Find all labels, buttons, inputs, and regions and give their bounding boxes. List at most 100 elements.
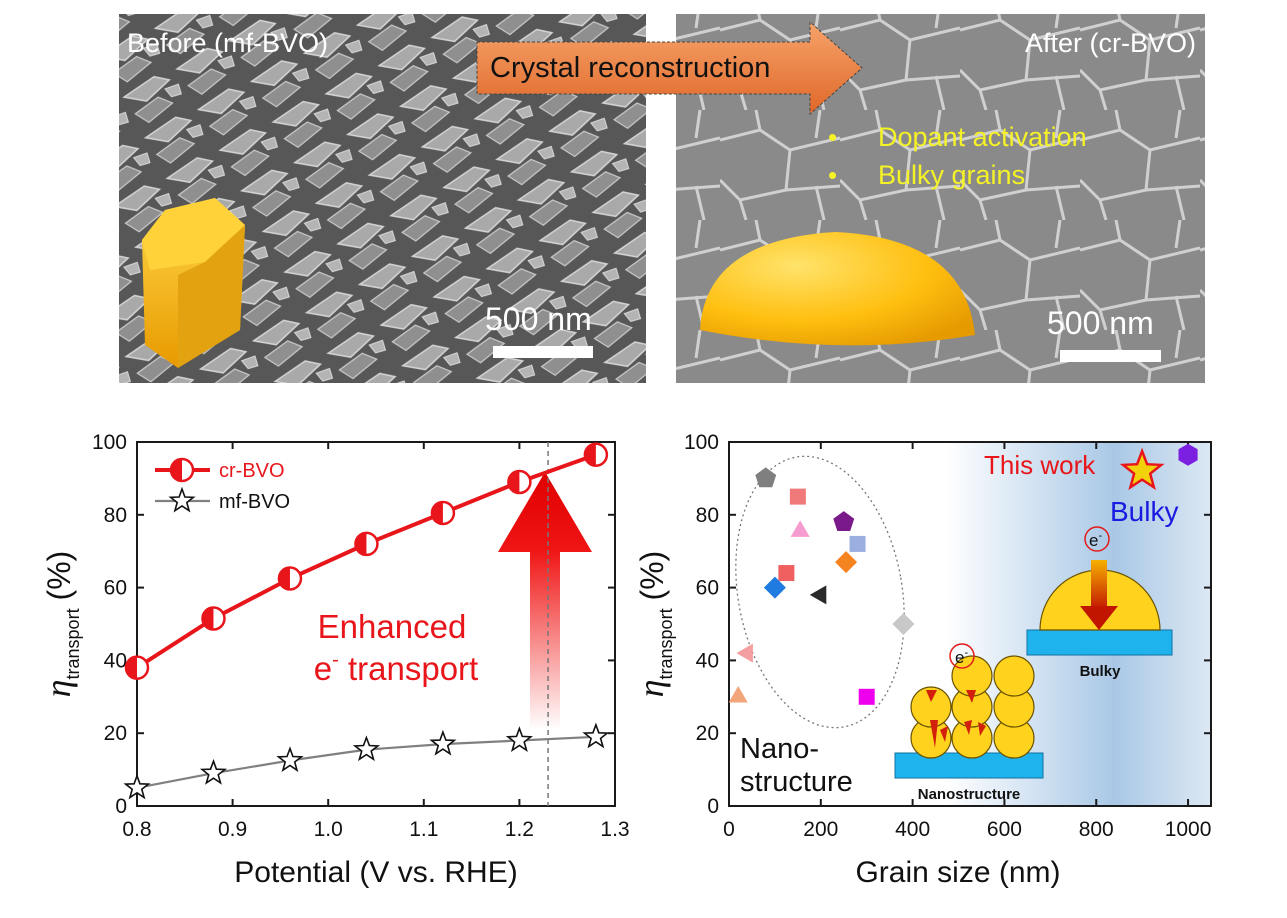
- x-tick-label: 0: [723, 818, 735, 841]
- annotation-transport-word: transport: [339, 650, 478, 687]
- annotation-e: e: [314, 650, 332, 687]
- data-point: [778, 565, 795, 582]
- enhancement-arrow: [498, 472, 592, 730]
- data-point: [849, 535, 866, 552]
- reconstruction-arrow: [476, 20, 863, 116]
- data-point: [728, 686, 748, 703]
- after-label: After (cr-BVO): [1025, 28, 1196, 58]
- chart2-xlabel: Grain size (nm): [855, 856, 1060, 889]
- axis-titles: Potential (V vs. RHE) Grain size (nm) ηt…: [38, 551, 1061, 889]
- legend-label: cr-BVO: [219, 460, 285, 482]
- y-tick-label: 60: [696, 577, 719, 600]
- data-point: [789, 488, 806, 505]
- data-point: [1178, 443, 1198, 466]
- electron-e: e: [955, 648, 964, 667]
- y-tick-label: 0: [707, 795, 719, 818]
- ylabel-sub: transport: [63, 608, 83, 679]
- x-tick-label: 600: [987, 818, 1022, 841]
- scalebar-label-left: 500 nm: [485, 301, 592, 337]
- y-tick-label: 80: [104, 504, 127, 527]
- data-point: [790, 520, 810, 537]
- before-label: Before (mf-BVO): [127, 28, 328, 58]
- data-point-fill: [355, 532, 367, 555]
- x-tick-label: 1.2: [505, 818, 534, 841]
- x-tick-label: 1.1: [409, 818, 438, 841]
- data-point: [736, 643, 753, 663]
- electron-label-bulky: e-: [1089, 530, 1102, 550]
- data-point-fill: [126, 656, 137, 679]
- data-point: [835, 551, 858, 574]
- data-point: [505, 726, 533, 753]
- chart2-marks: 0 200 400 600 800 1000 0 20 40 60 80 100: [684, 431, 1211, 841]
- legend-label: mf-BVO: [219, 491, 290, 513]
- scalebar-label-right: 500 nm: [1047, 305, 1154, 341]
- bullet-mark: •: [828, 122, 837, 152]
- bulky-label: Bulky: [1110, 496, 1178, 527]
- x-tick-label: 200: [803, 818, 838, 841]
- data-point-fill: [278, 567, 290, 590]
- data-point: [276, 746, 304, 773]
- data-point: [429, 729, 457, 756]
- x-tick-label: 0.9: [218, 818, 247, 841]
- data-point-fill: [202, 607, 214, 630]
- annotation-e-sup: -: [332, 649, 339, 671]
- this-work-point: [1119, 447, 1165, 491]
- data-point-fill: [508, 471, 520, 494]
- inset-bulky-label: Bulky: [1080, 663, 1122, 680]
- y-tick-label: 100: [684, 431, 719, 454]
- legend-marker-fill: [171, 459, 182, 481]
- y-tick-label: 20: [104, 722, 127, 745]
- data-point: [892, 613, 915, 635]
- nanostructure-cluster-outline: [735, 455, 905, 729]
- annotation-transport: e- transport: [314, 649, 478, 687]
- bullet-bulky: Bulky grains: [878, 160, 1025, 190]
- inset-nanostructure-label: Nanostructure: [918, 786, 1021, 803]
- bullet-mark: •: [828, 160, 837, 190]
- nano-label-2: structure: [740, 766, 853, 798]
- data-point: [582, 722, 610, 749]
- nano-label-1: Nano-: [740, 733, 819, 765]
- data-point-fill: [584, 443, 596, 466]
- y-tick-label: 60: [104, 577, 127, 600]
- data-point: [833, 511, 855, 531]
- data-point: [352, 735, 381, 762]
- y-tick-label: 0: [115, 795, 127, 818]
- y-tick-label: 80: [696, 504, 719, 527]
- bullet-dopant: Dopant activation: [878, 122, 1087, 152]
- this-work-label: This work: [984, 450, 1096, 480]
- x-tick-label: 800: [1079, 818, 1114, 841]
- arrow-label: Crystal reconstruction: [490, 52, 770, 84]
- data-point: [809, 585, 827, 605]
- data-point-fill: [431, 501, 443, 524]
- data-point: [858, 688, 875, 705]
- scalebar-left: [493, 346, 593, 358]
- top-labels: Before (mf-BVO) After (cr-BVO) Crystal r…: [127, 28, 1196, 362]
- electron-sup: -: [964, 647, 968, 659]
- x-tick-label: 400: [895, 818, 930, 841]
- prism-crystal-icon: [142, 198, 245, 368]
- nanostructure-inset: [894, 643, 1044, 779]
- chart2-ylabel: ηtransport (%): [631, 551, 676, 698]
- ylabel-unit: (%): [634, 551, 670, 601]
- legend-marker: [168, 486, 196, 513]
- data-point: [755, 467, 777, 488]
- x-tick-label: 1000: [1165, 818, 1212, 841]
- chart1-ylabel: ηtransport (%): [38, 551, 83, 698]
- bulky-inset: [1026, 526, 1173, 656]
- x-tick-label: 0.8: [122, 818, 151, 841]
- chart1-marks: 0.8 0.9 1.0 1.1 1.2 1.3 0 20 40 60 80 100 cr-BVO mf-B…: [92, 431, 630, 841]
- y-tick-label: 40: [696, 649, 719, 672]
- electron-sup: -: [1098, 530, 1102, 542]
- annotation-enhanced: Enhanced: [318, 608, 467, 645]
- y-tick-label: 20: [696, 722, 719, 745]
- y-tick-label: 40: [104, 649, 127, 672]
- scalebar-right: [1060, 350, 1161, 362]
- ylabel-symbol: η: [38, 679, 78, 697]
- ylabel-unit: (%): [41, 551, 77, 601]
- dome-grain-icon: [700, 232, 975, 346]
- electron-e: e: [1089, 531, 1098, 550]
- x-tick-label: 1.3: [600, 818, 629, 841]
- electron-label-nano: e-: [955, 647, 968, 667]
- chart2-annotations: This work Bulky Nano- structure Nanostru…: [740, 450, 1178, 803]
